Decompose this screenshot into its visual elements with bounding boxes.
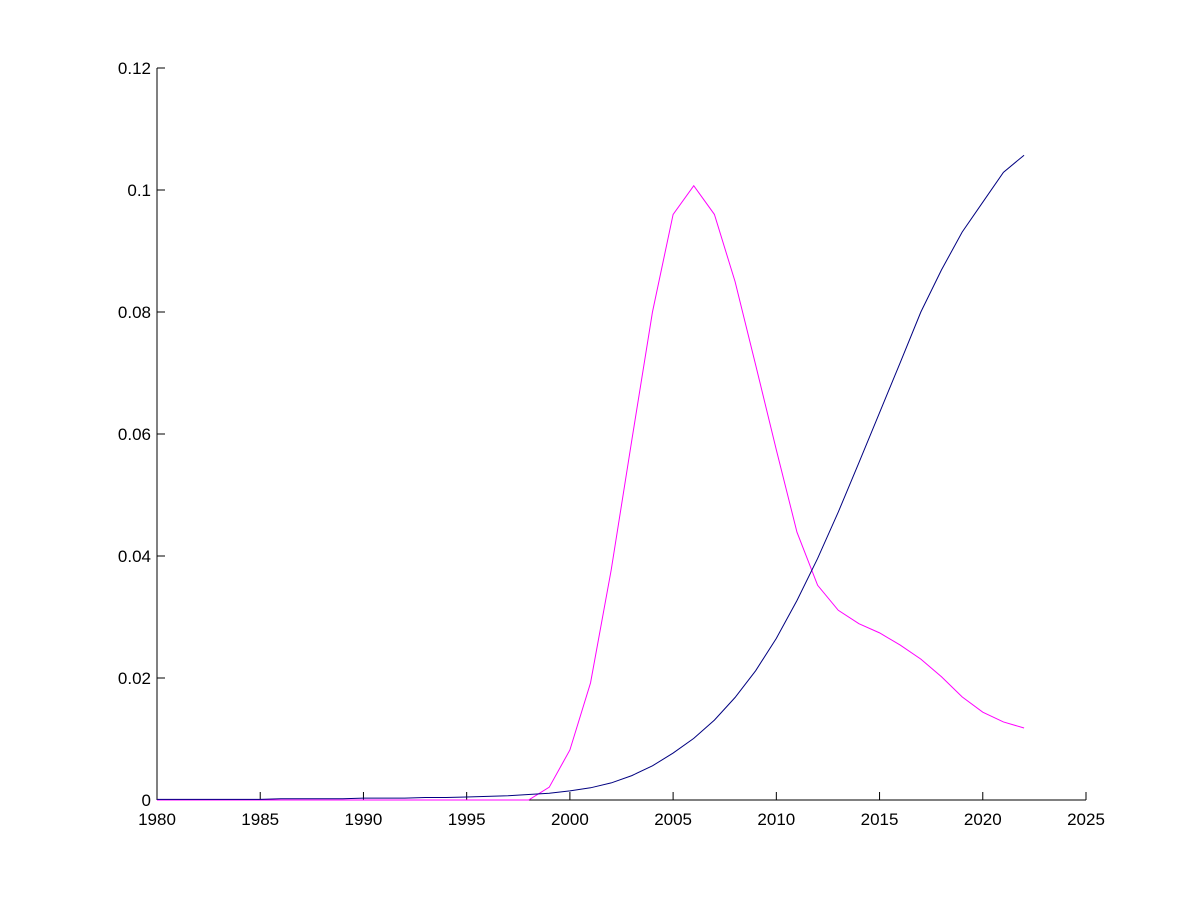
x-tick-label: 2015 [861,810,899,829]
y-tick-label: 0.1 [127,181,151,200]
series-line [157,184,1025,801]
x-tick-label: 1985 [241,810,279,829]
series-line [157,154,1025,800]
x-tick-label: 2025 [1067,810,1105,829]
y-tick-label: 0.08 [118,303,151,322]
x-tick-label: 2005 [654,810,692,829]
x-tick-label: 2020 [964,810,1002,829]
x-tick-label: 1990 [345,810,383,829]
x-tick-label: 2010 [757,810,795,829]
x-tick-label: 1980 [138,810,176,829]
y-tick-label: 0 [142,791,151,810]
y-tick-label: 0.06 [118,425,151,444]
y-tick-label: 0.12 [118,59,151,78]
y-tick-label: 0.04 [118,547,151,566]
x-tick-label: 1995 [448,810,486,829]
y-tick-label: 0.02 [118,669,151,688]
x-tick-label: 2000 [551,810,589,829]
